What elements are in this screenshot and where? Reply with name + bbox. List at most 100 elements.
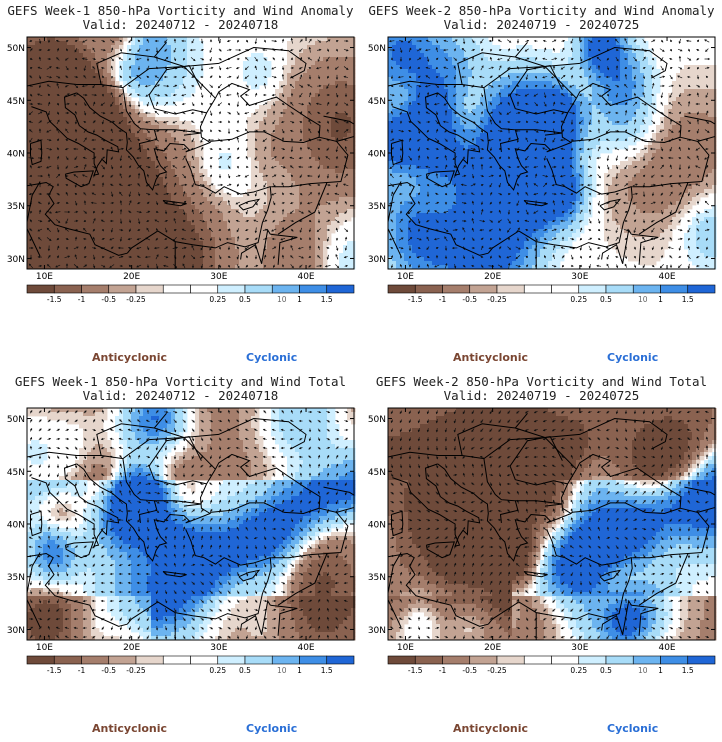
panel-week1-total: GEFS Week-1 850-hPa Vorticity and Wind T… — [0, 371, 361, 742]
coastlines — [27, 412, 354, 640]
colorbar-scale: 10 — [277, 295, 287, 304]
colorbar-swatch — [326, 284, 355, 294]
colorbar-label: -0.5 — [101, 295, 116, 304]
colorbar-swatch — [523, 284, 552, 294]
colorbar-swatch — [217, 284, 246, 294]
colorbar-swatch — [53, 284, 82, 294]
panel-subtitle: Valid: 20240719 - 20240725 — [361, 389, 722, 403]
lon-tick-label: 10E — [397, 272, 414, 282]
colorbar-label: 1 — [297, 295, 302, 304]
colorbar-swatch — [53, 655, 82, 665]
cyclonic-label: Cyclonic — [607, 351, 658, 364]
lon-tick-label: 10E — [36, 643, 53, 653]
lon-tick-label: 20E — [484, 272, 501, 282]
colorbar-swatch — [605, 284, 634, 294]
lon-tick-label: 40E — [297, 643, 314, 653]
colorbar-swatch — [469, 284, 498, 294]
colorbar-label: 0.5 — [600, 295, 612, 304]
cyclonic-label: Cyclonic — [246, 722, 297, 735]
lat-tick-label: 50N — [7, 415, 25, 425]
colorbar-swatch — [414, 655, 443, 665]
lat-tick-label: 45N — [368, 97, 386, 107]
colorbar-swatch — [605, 655, 634, 665]
lon-tick-label: 20E — [484, 643, 501, 653]
colorbar-swatch — [442, 655, 471, 665]
colorbar-swatch — [523, 655, 552, 665]
lat-tick-label: 30N — [368, 626, 386, 636]
colorbar-swatch — [687, 284, 716, 294]
panel-subtitle: Valid: 20240712 - 20240718 — [0, 389, 361, 403]
colorbar-swatch — [551, 284, 580, 294]
cyclonic-label: Cyclonic — [607, 722, 658, 735]
coastlines — [388, 41, 715, 269]
vorticity-map: 50N 45N 40N 35N 30N 10E 20E 30E 40E -1.5 -1 -0.5 -0.… — [368, 36, 717, 304]
lon-tick-label: 40E — [658, 643, 675, 653]
colorbar-label: -1.5 — [47, 295, 62, 304]
panel-title: GEFS Week-1 850-hPa Vorticity and Wind A… — [0, 4, 361, 18]
colorbar-label: 0.5 — [239, 295, 251, 304]
lat-tick-label: 40N — [368, 150, 386, 160]
coastlines — [388, 412, 715, 640]
colorbar-label: -0.5 — [101, 666, 116, 675]
panel-title: GEFS Week-2 850-hPa Vorticity and Wind T… — [361, 375, 722, 389]
colorbar-label: 1.5 — [321, 666, 333, 675]
colorbar-label: -1 — [439, 666, 447, 675]
colorbar-label: -1.5 — [408, 295, 423, 304]
wind-vectors — [28, 37, 349, 269]
lon-tick-label: 30E — [210, 272, 227, 282]
lat-tick-label: 30N — [7, 626, 25, 636]
lon-tick-label: 20E — [123, 643, 140, 653]
colorbar-label: -0.5 — [462, 666, 477, 675]
colorbar-label: 1.5 — [321, 295, 333, 304]
colorbar-scale: 10 — [638, 295, 648, 304]
vorticity-shading — [388, 37, 717, 270]
panel-subtitle: Valid: 20240719 - 20240725 — [361, 18, 722, 32]
colorbar-label: 1 — [658, 666, 663, 675]
colorbar-swatch — [271, 284, 300, 294]
lat-tick-label: 35N — [368, 573, 386, 583]
lat-tick-label: 50N — [7, 44, 25, 54]
colorbar-swatch — [469, 655, 498, 665]
anticyclonic-label: Anticyclonic — [92, 722, 167, 735]
lat-tick-label: 30N — [368, 255, 386, 265]
anticyclonic-label: Anticyclonic — [453, 351, 528, 364]
lat-tick-label: 45N — [7, 468, 25, 478]
colorbar-swatch — [81, 284, 110, 294]
colorbar-swatch — [135, 655, 164, 665]
colorbar-label: -0.25 — [487, 666, 507, 675]
panel-title: GEFS Week-2 850-hPa Vorticity and Wind A… — [361, 4, 722, 18]
vorticity-shading — [27, 37, 356, 270]
colorbar-label: -1 — [439, 295, 447, 304]
colorbar-swatch — [135, 284, 164, 294]
panel-week1-anomaly: GEFS Week-1 850-hPa Vorticity and Wind A… — [0, 0, 361, 371]
colorbar: -1.5 -1 -0.5 -0.25 0.25 0.5 1 1.5 10 — [387, 655, 716, 675]
panel-subtitle: Valid: 20240712 - 20240718 — [0, 18, 361, 32]
colorbar-scale: 10 — [638, 666, 648, 675]
colorbar-swatch — [217, 655, 246, 665]
vorticity-shading — [388, 408, 717, 641]
lat-tick-label: 30N — [7, 255, 25, 265]
colorbar-swatch — [108, 284, 137, 294]
vorticity-map: 50N 45N 40N 35N 30N 10E 20E 30E 40E -1.5 -1 -0.5 -0.… — [7, 36, 356, 304]
colorbar-label: -1.5 — [408, 666, 423, 675]
wind-vectors — [390, 410, 710, 640]
colorbar-label: -0.25 — [126, 666, 146, 675]
colorbar-label: 0.5 — [239, 666, 251, 675]
coastlines — [27, 41, 354, 269]
colorbar-swatch — [496, 655, 525, 665]
colorbar-swatch — [496, 284, 525, 294]
colorbar-swatch — [190, 284, 219, 294]
colorbar-swatch — [26, 284, 55, 294]
colorbar-swatch — [271, 655, 300, 665]
lat-tick-label: 45N — [368, 468, 386, 478]
colorbar-swatch — [387, 284, 416, 294]
lat-tick-label: 40N — [7, 521, 25, 531]
lat-tick-label: 40N — [368, 521, 386, 531]
colorbar-swatch — [632, 284, 661, 294]
colorbar-swatch — [26, 655, 55, 665]
colorbar-label: -1 — [78, 666, 86, 675]
colorbar-swatch — [578, 284, 607, 294]
colorbar-swatch — [299, 655, 328, 665]
colorbar-swatch — [687, 655, 716, 665]
colorbar-swatch — [162, 284, 191, 294]
